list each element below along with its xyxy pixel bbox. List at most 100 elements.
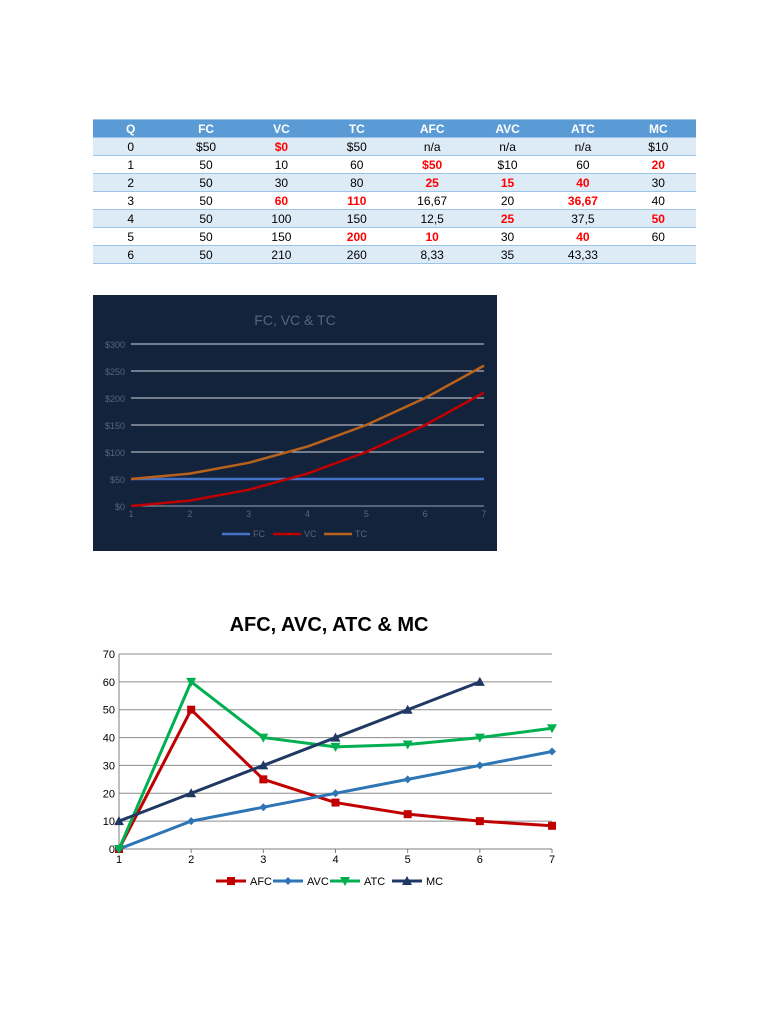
table-header-row: Q FC VC TC AFC AVC ATC MC: [93, 119, 696, 138]
data-point-mc: [330, 732, 341, 742]
column-header-atc: ATC: [545, 119, 621, 138]
table-cell-mc: 50: [620, 209, 696, 228]
table-row: 0 $50 $0 $50 n/a n/a n/a $10: [93, 137, 696, 156]
data-point-atc: [186, 677, 197, 687]
y-tick-label: 20: [103, 788, 115, 800]
legend-label-atc: ATC: [364, 876, 385, 888]
legend-marker-afc: [227, 877, 235, 885]
table-cell-q: 4: [93, 209, 169, 228]
data-point-mc: [474, 676, 485, 686]
table-cell-afc: $50: [394, 155, 470, 174]
table-cell-mc: 20: [620, 155, 696, 174]
legend-label-avc: AVC: [307, 876, 329, 888]
chart-title: FC, VC & TC: [254, 312, 335, 328]
table-cell-mc: 60: [620, 227, 696, 246]
column-header-q: Q: [93, 119, 169, 138]
data-point-atc: [402, 740, 413, 750]
table-cell-atc: n/a: [545, 137, 621, 156]
data-point-mc: [186, 788, 197, 798]
legend-label-mc: MC: [426, 876, 443, 888]
table-row: 5 50 150 200 10 30 40 60: [93, 227, 696, 246]
table-cell-avc: n/a: [469, 137, 546, 156]
table-row: 4 50 100 150 12,5 25 37,5 50: [93, 209, 696, 228]
table-cell-afc: 25: [394, 173, 470, 192]
y-tick-label: $50: [110, 475, 125, 485]
x-tick-label: 5: [405, 854, 411, 866]
data-point-afc: [187, 705, 196, 714]
table-cell-q: 0: [93, 137, 169, 156]
legend-marker-avc: [284, 877, 292, 885]
data-point-avc: [548, 747, 556, 756]
table-cell-tc: 150: [319, 209, 395, 228]
column-header-mc: MC: [620, 119, 696, 138]
x-tick-label: 6: [423, 509, 428, 519]
y-tick-label: 70: [103, 649, 115, 661]
y-tick-label: 60: [103, 677, 115, 689]
column-header-tc: TC: [319, 119, 395, 138]
table-cell-fc: 50: [168, 209, 244, 228]
chart-background: [93, 295, 497, 551]
series-line-afc: [117, 708, 553, 850]
table-cell-fc: $50: [168, 137, 244, 156]
data-point-avc: [187, 817, 196, 826]
table-cell-avc: 20: [469, 191, 546, 210]
y-tick-label: 10: [103, 816, 115, 828]
y-tick-label: $250: [105, 367, 125, 377]
table-cell-fc: 50: [168, 245, 244, 264]
table-cell-atc: 37,5: [545, 209, 621, 228]
table-cell-avc: 15: [469, 173, 546, 192]
table-cell-mc: 30: [620, 173, 696, 192]
table-cell-tc: 60: [319, 155, 395, 174]
table-cell-vc: 150: [243, 227, 320, 246]
table-cell-q: 6: [93, 245, 169, 264]
x-tick-label: 4: [305, 509, 310, 519]
table-cell-avc: 30: [469, 227, 546, 246]
x-tick-label: 3: [246, 509, 251, 519]
data-point-afc: [475, 817, 484, 826]
table-cell-atc: 36,67: [545, 191, 621, 210]
table-cell-tc: 200: [319, 227, 395, 246]
y-tick-label: 40: [103, 733, 115, 745]
table-cell-vc: 30: [243, 173, 320, 192]
y-tick-label: $0: [115, 502, 125, 512]
y-tick-label: $150: [105, 421, 125, 431]
data-point-avc: [475, 761, 484, 770]
column-header-fc: FC: [168, 119, 244, 138]
data-point-atc: [258, 733, 269, 743]
table-cell-q: 5: [93, 227, 169, 246]
table-cell-afc: 12,5: [394, 209, 470, 228]
column-header-vc: VC: [243, 119, 320, 138]
legend-label-vc: VC: [304, 529, 317, 539]
data-point-mc: [258, 760, 269, 770]
legend-label-afc: AFC: [250, 876, 272, 888]
legend-label-fc: FC: [253, 529, 265, 539]
data-point-atc: [474, 733, 485, 743]
table-row: 2 50 30 80 25 15 40 30: [93, 173, 696, 192]
chart-afc-avc-atc-mc: AFC, AVC, ATC & MC 0 10 20 30 40 50 60 70 1 2 3 4 5 6 7…: [80, 598, 580, 898]
x-tick-label: 1: [116, 854, 122, 866]
table-cell-atc: 40: [545, 173, 621, 192]
y-tick-label: $100: [105, 448, 125, 458]
data-point-mc: [402, 704, 413, 714]
table-cell-tc: 80: [319, 173, 395, 192]
series-line-mc: [118, 680, 481, 823]
table-cell-afc: 16,67: [394, 191, 470, 210]
data-point-afc: [331, 798, 340, 807]
table-cell-afc: 10: [394, 227, 470, 246]
table-cell-afc: 8,33: [394, 245, 470, 264]
series-line-vc: [130, 391, 485, 508]
legend-marker-atc: [340, 877, 350, 886]
data-point-afc: [259, 775, 268, 784]
table-cell-atc: 60: [545, 155, 621, 174]
table-cell-afc: n/a: [394, 137, 470, 156]
table-cell-vc: 210: [243, 245, 320, 264]
x-tick-label: 5: [364, 509, 369, 519]
data-point-afc: [403, 810, 412, 819]
x-tick-label: 1: [128, 509, 133, 519]
table-cell-mc: [620, 245, 696, 264]
table-cell-atc: 43,33: [545, 245, 621, 264]
y-tick-label: $300: [105, 340, 125, 350]
table-cell-fc: 50: [168, 173, 244, 192]
table-cell-fc: 50: [168, 227, 244, 246]
data-point-mc: [114, 816, 124, 826]
